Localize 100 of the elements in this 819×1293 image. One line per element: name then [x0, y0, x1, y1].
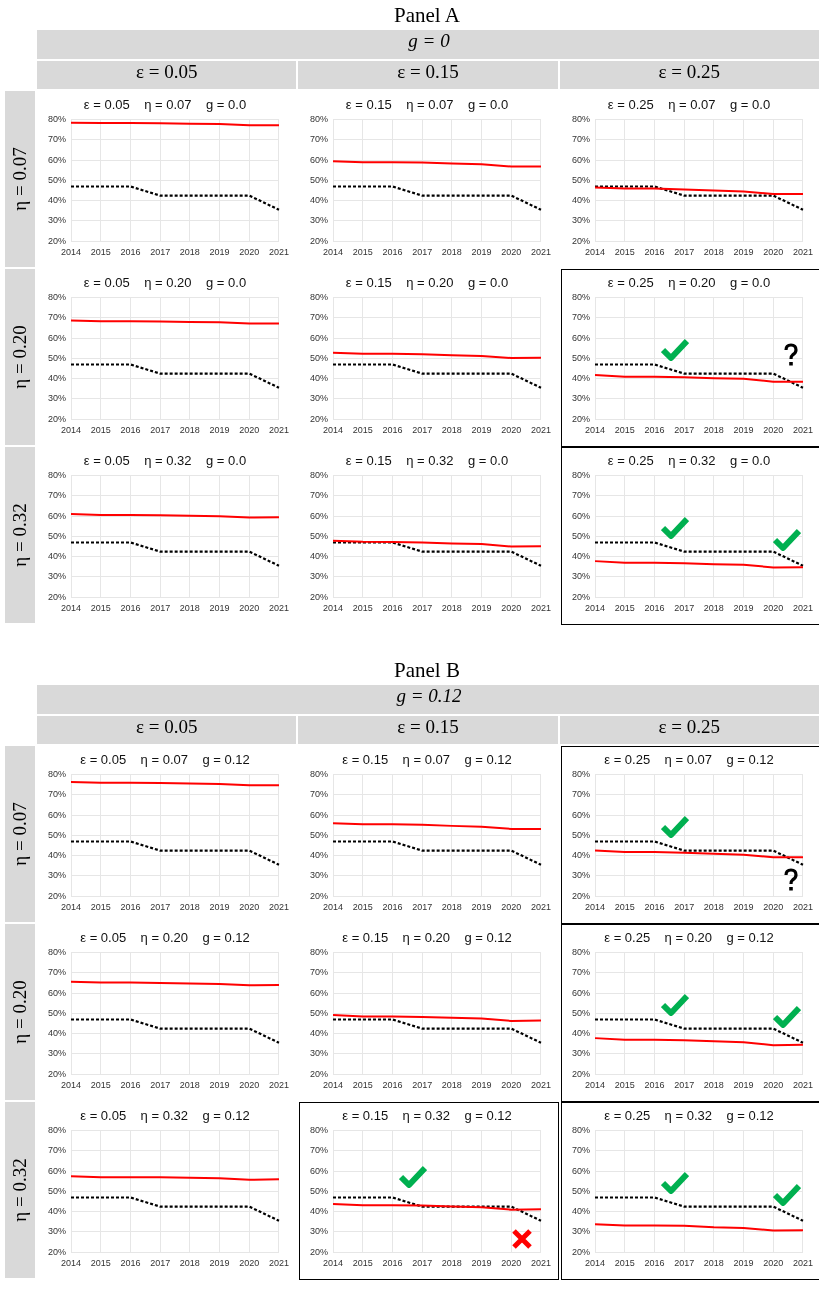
y-tick-label: 70%	[48, 134, 67, 145]
y-tick-label: 50%	[48, 174, 67, 185]
chart-title: ε = 0.15 η = 0.20 g = 0.0	[345, 275, 509, 291]
y-tick-label: 50%	[48, 352, 67, 363]
y-tick-label: 40%	[572, 850, 591, 861]
y-tick-label: 70%	[572, 312, 591, 323]
text: η = 0.32	[9, 503, 31, 567]
y-tick-label: 80%	[572, 292, 591, 303]
x-tick-label: 2014	[323, 603, 344, 614]
y-tick-label: 30%	[572, 1048, 591, 1059]
y-tick-label: 80%	[572, 470, 591, 481]
y-tick-label: 30%	[572, 1226, 591, 1237]
chart-title: ε = 0.05 η = 0.07 g = 0.0	[83, 97, 247, 113]
y-tick-label: 20%	[310, 890, 329, 901]
chart-title: ε = 0.15 η = 0.07 g = 0.0	[345, 97, 509, 113]
x-tick-label: 2014	[585, 603, 606, 614]
y-tick-label: 60%	[572, 1165, 591, 1176]
y-tick-label: 40%	[48, 1028, 67, 1039]
x-tick-label: 2017	[150, 247, 171, 258]
x-tick-label: 2015	[352, 247, 373, 258]
x-tick-label: 2018	[179, 425, 200, 436]
y-tick-label: 50%	[48, 1007, 67, 1018]
x-tick-label: 2017	[412, 603, 433, 614]
y-tick-label: 30%	[48, 215, 67, 226]
chart-title: ε = 0.05 η = 0.32 g = 0.0	[83, 453, 247, 469]
x-tick-label: 2016	[382, 425, 403, 436]
x-tick-label: 2019	[733, 902, 754, 913]
y-tick-label: 30%	[310, 393, 329, 404]
text: ε = 0.15	[298, 61, 558, 89]
y-tick-label: 60%	[310, 1165, 329, 1176]
x-tick-label: 2020	[501, 247, 522, 258]
chart-title: ε = 0.25 η = 0.07 g = 0.0	[607, 97, 771, 113]
x-tick-label: 2018	[703, 1080, 724, 1091]
x-tick-label: 2015	[90, 1080, 111, 1091]
y-tick-label: 70%	[572, 134, 591, 145]
y-tick-label: 50%	[572, 352, 591, 363]
x-tick-label: 2016	[120, 1258, 141, 1269]
y-tick-label: 70%	[48, 490, 67, 501]
x-tick-label: 2017	[412, 1080, 433, 1091]
y-tick-label: 20%	[48, 591, 67, 602]
x-tick-label: 2015	[90, 425, 111, 436]
x-tick-label: 2015	[352, 425, 373, 436]
y-tick-label: 30%	[48, 393, 67, 404]
x-tick-label: 2020	[763, 247, 784, 258]
x-tick-label: 2016	[382, 603, 403, 614]
x-tick-label: 2015	[614, 902, 635, 913]
x-tick-label: 2017	[674, 247, 695, 258]
x-tick-label: 2019	[733, 1080, 754, 1091]
y-tick-label: 50%	[48, 530, 67, 541]
x-tick-label: 2017	[412, 1258, 433, 1269]
y-tick-label: 50%	[310, 174, 329, 185]
x-tick-label: 2017	[412, 902, 433, 913]
y-tick-label: 40%	[310, 1028, 329, 1039]
text: η = 0.20	[9, 325, 31, 389]
x-tick-label: 2018	[441, 603, 462, 614]
x-tick-label: 2015	[352, 1258, 373, 1269]
x-tick-label: 2021	[530, 425, 551, 436]
x-tick-label: 2015	[614, 1080, 635, 1091]
x-tick-label: 2021	[530, 1080, 551, 1091]
y-tick-label: 80%	[310, 470, 329, 481]
x-tick-label: 2017	[150, 425, 171, 436]
y-tick-label: 80%	[572, 1125, 591, 1136]
x-tick-label: 2015	[90, 902, 111, 913]
x-tick-label: 2019	[733, 425, 754, 436]
y-tick-label: 60%	[310, 332, 329, 343]
x-tick-label: 2017	[674, 1080, 695, 1091]
x-tick-label: 2016	[120, 1080, 141, 1091]
x-tick-label: 2018	[441, 902, 462, 913]
x-tick-label: 2021	[268, 247, 289, 258]
x-tick-label: 2019	[471, 425, 492, 436]
chart-title: ε = 0.05 η = 0.32 g = 0.12	[80, 1108, 250, 1124]
y-tick-label: 20%	[310, 235, 329, 246]
text: g = 0	[37, 30, 819, 59]
x-tick-label: 2014	[61, 425, 82, 436]
y-tick-label: 80%	[572, 769, 591, 780]
x-tick-label: 2017	[150, 1258, 171, 1269]
x-tick-label: 2016	[382, 1080, 403, 1091]
x-tick-label: 2017	[674, 1258, 695, 1269]
x-tick-label: 2019	[471, 1080, 492, 1091]
x-tick-label: 2018	[441, 425, 462, 436]
y-tick-label: 40%	[572, 551, 591, 562]
x-tick-label: 2021	[792, 425, 813, 436]
y-tick-label: 40%	[310, 373, 329, 384]
x-tick-label: 2020	[501, 425, 522, 436]
y-tick-label: 30%	[310, 1226, 329, 1237]
x-tick-label: 2018	[703, 902, 724, 913]
text: g = 0.12	[37, 685, 819, 714]
x-tick-label: 2019	[733, 1258, 754, 1269]
text: η = 0.20	[9, 980, 31, 1044]
x-tick-label: 2019	[209, 603, 230, 614]
x-tick-label: 2020	[501, 902, 522, 913]
y-tick-label: 60%	[48, 332, 67, 343]
x-tick-label: 2020	[239, 1258, 260, 1269]
y-tick-label: 60%	[310, 987, 329, 998]
y-tick-label: 50%	[48, 829, 67, 840]
x-tick-label: 2019	[471, 247, 492, 258]
chart-title: ε = 0.25 η = 0.20 g = 0.0	[607, 275, 771, 291]
x-tick-label: 2014	[585, 1080, 606, 1091]
y-tick-label: 60%	[48, 809, 67, 820]
y-tick-label: 60%	[310, 154, 329, 165]
